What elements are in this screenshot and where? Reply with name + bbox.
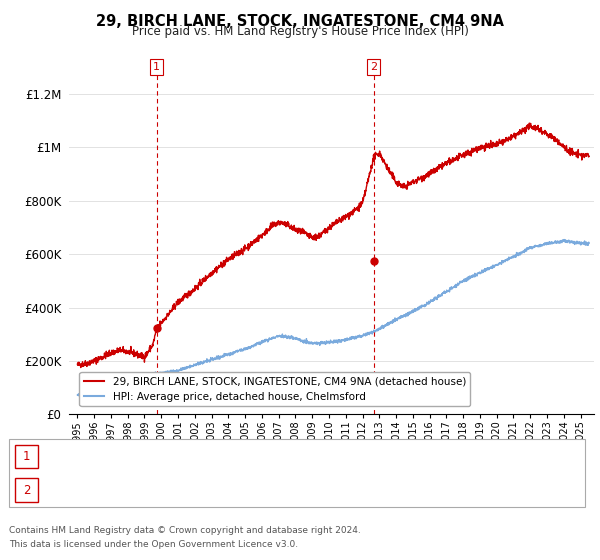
Text: 49% ↑ HPI: 49% ↑ HPI — [360, 485, 419, 495]
Text: Contains HM Land Registry data © Crown copyright and database right 2024.: Contains HM Land Registry data © Crown c… — [9, 526, 361, 535]
Text: 31-AUG-2012: 31-AUG-2012 — [51, 485, 125, 495]
Text: £322,500: £322,500 — [234, 451, 287, 461]
Legend: 29, BIRCH LANE, STOCK, INGATESTONE, CM4 9NA (detached house), HPI: Average price: 29, BIRCH LANE, STOCK, INGATESTONE, CM4 … — [79, 372, 470, 405]
Text: This data is licensed under the Open Government Licence v3.0.: This data is licensed under the Open Gov… — [9, 540, 298, 549]
Text: 24-SEP-1999: 24-SEP-1999 — [51, 451, 122, 461]
Text: 2: 2 — [23, 483, 30, 497]
Text: 2: 2 — [370, 62, 377, 72]
Text: 106% ↑ HPI: 106% ↑ HPI — [360, 451, 427, 461]
Text: £575,000: £575,000 — [234, 485, 287, 495]
Text: 1: 1 — [153, 62, 160, 72]
Text: Price paid vs. HM Land Registry's House Price Index (HPI): Price paid vs. HM Land Registry's House … — [131, 25, 469, 38]
Text: 29, BIRCH LANE, STOCK, INGATESTONE, CM4 9NA: 29, BIRCH LANE, STOCK, INGATESTONE, CM4 … — [96, 14, 504, 29]
Text: 1: 1 — [23, 450, 30, 463]
